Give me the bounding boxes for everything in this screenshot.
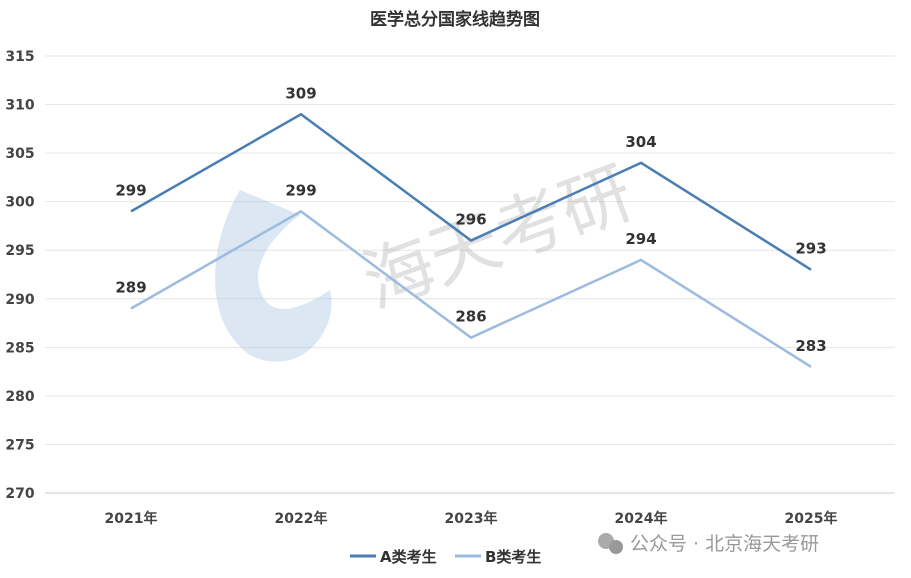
data-label: 296: [455, 211, 486, 229]
data-label: 299: [285, 181, 316, 199]
x-tick-label: 2021年: [105, 510, 158, 527]
watermark-logo: 海天考研: [215, 151, 643, 362]
footer-watermark-text: 公众号 · 北京海天考研: [630, 533, 819, 555]
x-tick-label: 2025年: [785, 510, 838, 527]
y-tick-label: 280: [5, 389, 34, 405]
chart-title: 医学总分国家线趋势图: [370, 9, 540, 30]
y-tick-label: 300: [5, 195, 34, 211]
series-line-a: [130, 112, 812, 271]
legend-label: B类考生: [485, 548, 541, 566]
y-tick-label: 290: [5, 292, 34, 308]
footer-watermark: 公众号 · 北京海天考研: [598, 533, 819, 555]
data-label: 299: [115, 181, 146, 199]
series-line-b: [130, 209, 812, 368]
x-tick-label: 2024年: [615, 510, 668, 527]
data-label: 309: [285, 84, 316, 102]
y-tick-label: 295: [5, 243, 34, 259]
y-tick-label: 315: [5, 49, 34, 65]
data-label: 294: [625, 230, 656, 248]
legend-label: A类考生: [380, 548, 437, 566]
y-tick-label: 270: [5, 486, 34, 502]
x-tick-label: 2022年: [275, 510, 328, 527]
y-tick-label: 305: [5, 146, 34, 162]
watermark-text: 海天考研: [352, 151, 643, 324]
y-tick-label: 310: [5, 98, 34, 114]
y-tick-label: 285: [5, 340, 34, 356]
data-label: 304: [625, 133, 656, 151]
data-label: 289: [115, 278, 146, 296]
data-label: 283: [795, 337, 826, 355]
data-label: 293: [795, 240, 826, 258]
data-label: 286: [455, 308, 486, 326]
x-tick-label: 2023年: [445, 510, 498, 527]
y-tick-label: 275: [5, 437, 34, 453]
